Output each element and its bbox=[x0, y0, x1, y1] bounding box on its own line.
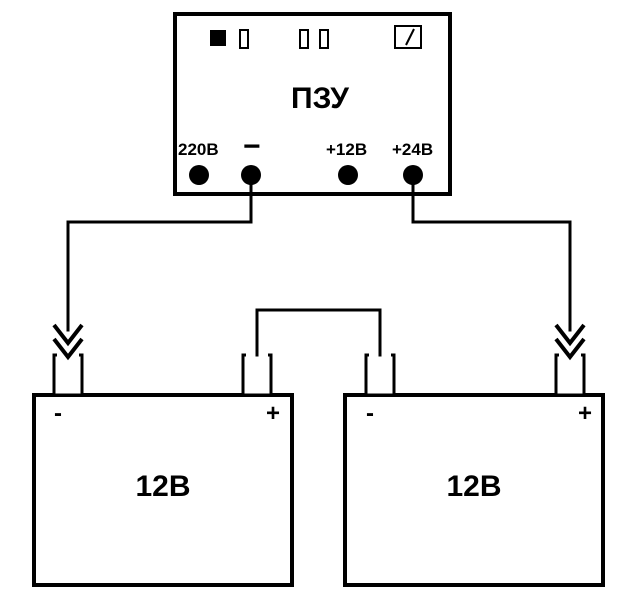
right-pos-sign: + bbox=[578, 400, 592, 428]
label-24v: +24В bbox=[392, 140, 433, 160]
left-pos-sign: + bbox=[266, 400, 280, 428]
label-220v: 220В bbox=[178, 140, 219, 160]
right-neg-sign: - bbox=[366, 400, 374, 428]
left-neg-sign: - bbox=[54, 400, 62, 428]
battery-left-label: 12В bbox=[34, 470, 292, 504]
diagram-canvas: ПЗУ 220В − +12В +24В 12В 12В - + - + bbox=[0, 0, 640, 614]
battery-right-label: 12В bbox=[345, 470, 603, 504]
label-minus: − bbox=[243, 130, 261, 164]
label-12v: +12В bbox=[326, 140, 367, 160]
charger-title: ПЗУ bbox=[0, 82, 640, 116]
